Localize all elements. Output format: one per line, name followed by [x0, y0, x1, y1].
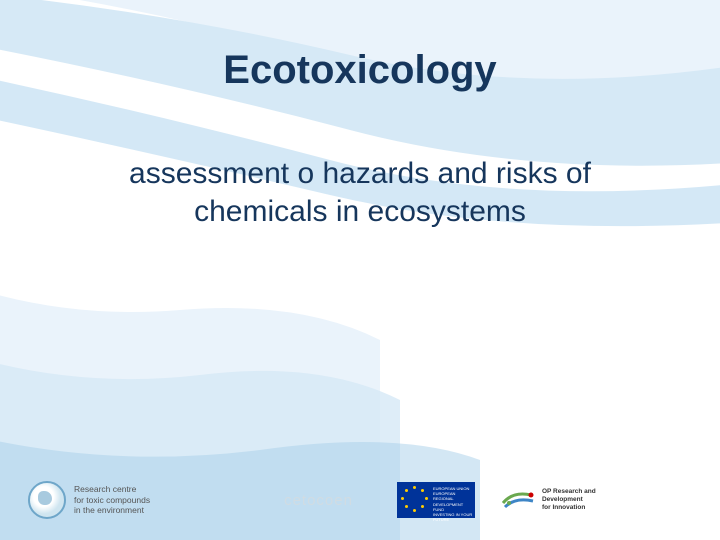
cetocoen-logo: cetocoen — [284, 492, 353, 509]
footer: Research centre for toxic compounds in t… — [0, 470, 720, 540]
research-centre-line3: in the environment — [74, 505, 150, 516]
slide-subtitle: assessment o hazards and risks of chemic… — [120, 155, 600, 230]
eu-text: EUROPEAN UNION EUROPEAN REGIONAL DEVELOP… — [433, 486, 475, 522]
op-line1: OP Research and — [542, 488, 596, 496]
research-centre-logo: Research centre for toxic compounds in t… — [28, 481, 150, 519]
slide-title: Ecotoxicology — [0, 48, 720, 93]
research-centre-text: Research centre for toxic compounds in t… — [74, 484, 150, 516]
globe-icon — [28, 481, 66, 519]
eu-stars-icon — [401, 486, 429, 514]
eu-line2: EUROPEAN REGIONAL DEVELOPMENT FUND — [433, 491, 475, 512]
eu-line3: INVESTING IN YOUR FUTURE — [433, 512, 475, 522]
op-swoosh-icon — [501, 485, 537, 515]
research-centre-line2: for toxic compounds — [74, 495, 150, 506]
op-line2: Development — [542, 496, 596, 504]
eu-flag-logo: EUROPEAN UNION EUROPEAN REGIONAL DEVELOP… — [397, 482, 475, 518]
op-research-text: OP Research and Development for Innovati… — [542, 488, 596, 511]
research-centre-line1: Research centre — [74, 484, 150, 495]
op-research-logo: OP Research and Development for Innovati… — [501, 485, 596, 515]
op-line3: for Innovation — [542, 504, 596, 512]
